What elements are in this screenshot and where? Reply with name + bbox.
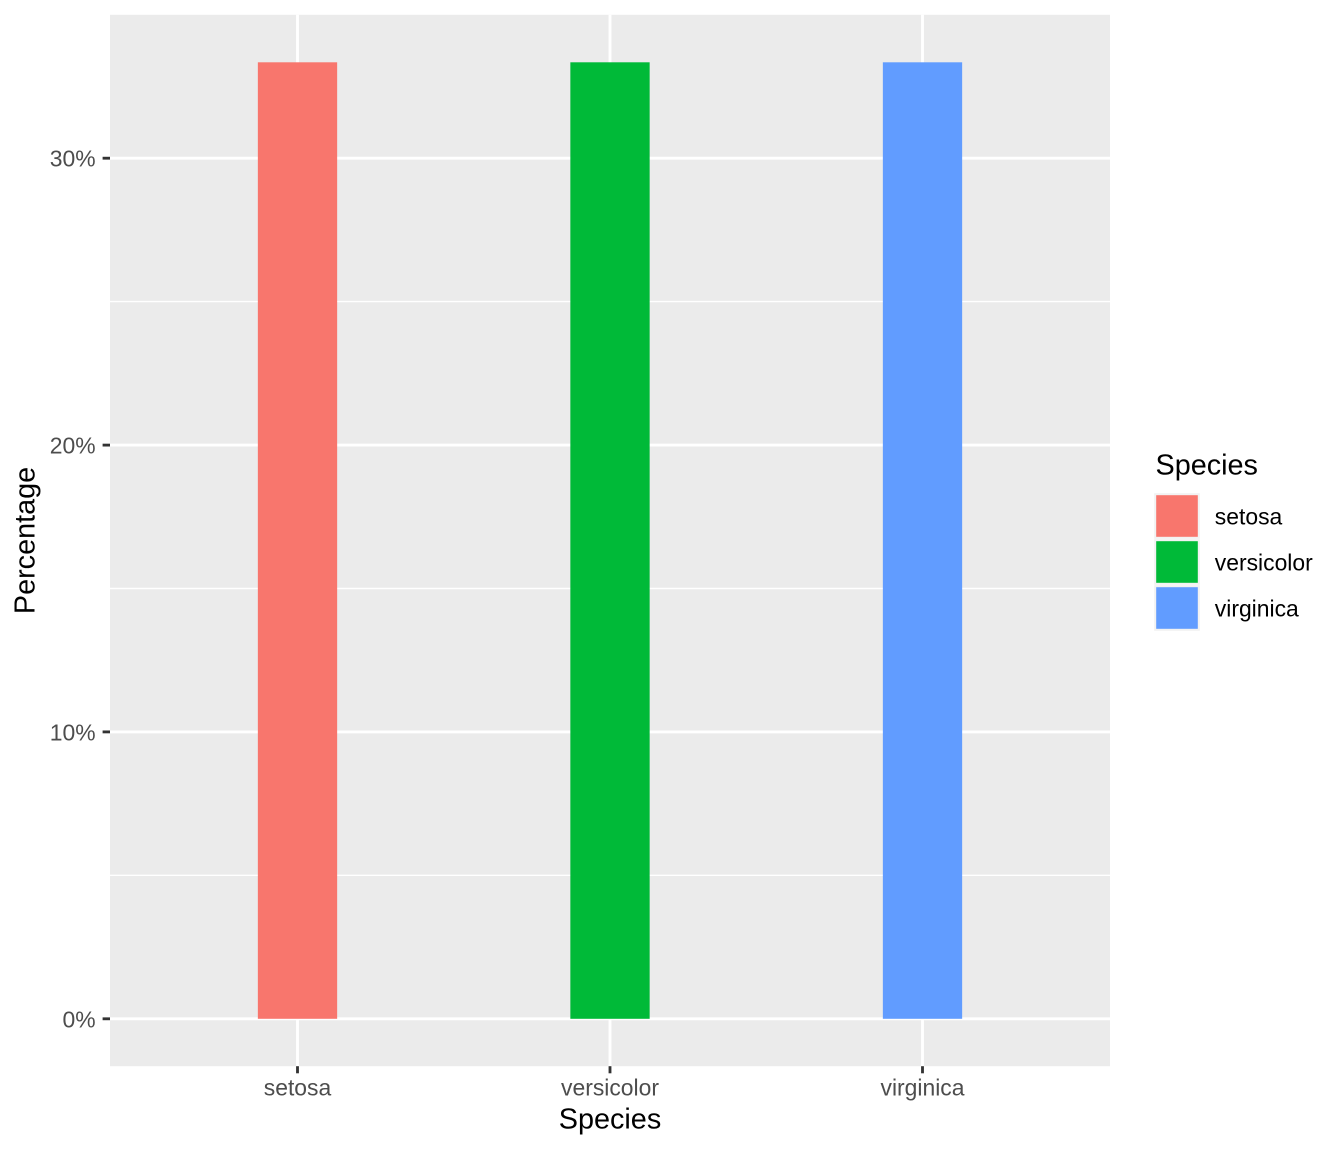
- svg-text:20%: 20%: [50, 433, 96, 459]
- svg-text:0%: 0%: [63, 1006, 96, 1032]
- svg-text:virginica: virginica: [881, 1075, 965, 1101]
- svg-text:Species: Species: [559, 1104, 661, 1136]
- svg-text:setosa: setosa: [264, 1075, 332, 1101]
- svg-text:virginica: virginica: [1215, 596, 1299, 622]
- svg-text:30%: 30%: [50, 146, 96, 172]
- svg-text:versicolor: versicolor: [1215, 550, 1313, 576]
- svg-text:Species: Species: [1156, 450, 1258, 482]
- svg-text:Percentage: Percentage: [10, 467, 42, 614]
- svg-text:10%: 10%: [50, 719, 96, 745]
- svg-text:versicolor: versicolor: [561, 1075, 659, 1101]
- svg-text:setosa: setosa: [1215, 504, 1283, 530]
